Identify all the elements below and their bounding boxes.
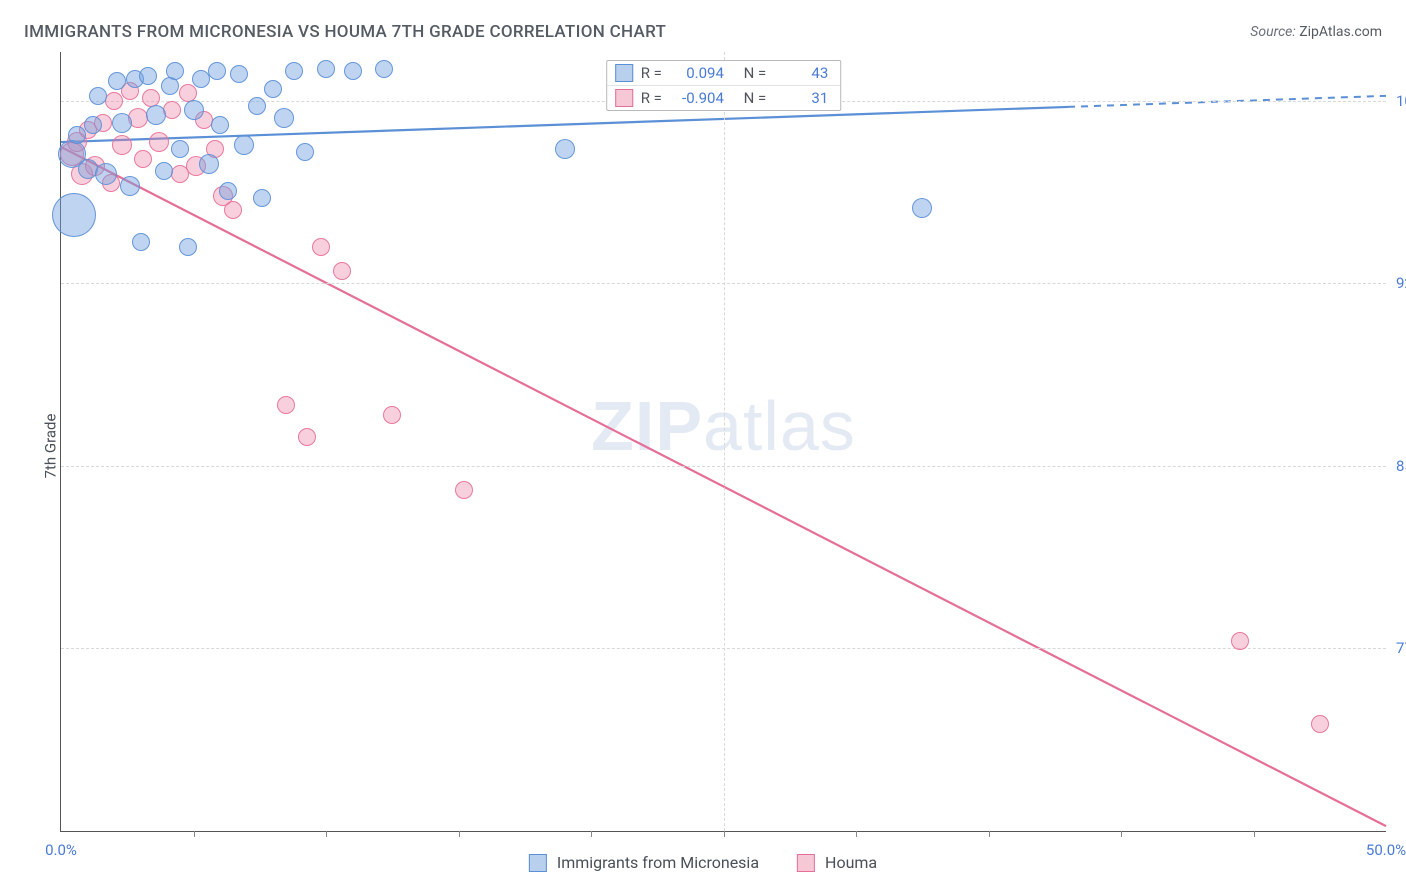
scatter-point bbox=[95, 163, 117, 185]
series2-n-value: 31 bbox=[774, 89, 828, 107]
scatter-point bbox=[285, 62, 303, 80]
y-axis-label: 7th Grade bbox=[41, 414, 59, 479]
legend-label-series1: Immigrants from Micronesia bbox=[557, 853, 759, 872]
scatter-point bbox=[184, 100, 204, 120]
n-label: N = bbox=[744, 64, 767, 82]
legend-row-series1: R = 0.094 N = 43 bbox=[607, 61, 841, 85]
x-tick bbox=[989, 831, 990, 837]
scatter-point bbox=[146, 105, 166, 125]
legend-item-series2: Houma bbox=[797, 853, 877, 872]
scatter-point bbox=[383, 406, 401, 424]
scatter-point bbox=[264, 80, 282, 98]
chart-header: IMMIGRANTS FROM MICRONESIA VS HOUMA 7TH … bbox=[24, 22, 1382, 42]
x-tick bbox=[326, 831, 327, 837]
scatter-point bbox=[199, 154, 219, 174]
source-label: Source: bbox=[1250, 24, 1295, 40]
series1-n-value: 43 bbox=[774, 64, 828, 82]
watermark-zip: ZIP bbox=[591, 387, 703, 465]
source-value: ZipAtlas.com bbox=[1299, 24, 1382, 40]
x-tick bbox=[1254, 831, 1255, 837]
x-tick bbox=[459, 831, 460, 837]
x-tick bbox=[1121, 831, 1122, 837]
x-tick-label: 0.0% bbox=[45, 841, 77, 859]
watermark-atlas: atlas bbox=[703, 387, 856, 465]
x-tick-label: 50.0% bbox=[1366, 841, 1406, 859]
legend-item-series1: Immigrants from Micronesia bbox=[529, 853, 759, 872]
y-tick-label: 100.0% bbox=[1396, 92, 1406, 110]
x-tick bbox=[724, 831, 725, 837]
scatter-point bbox=[234, 135, 254, 155]
scatter-point bbox=[1231, 632, 1249, 650]
scatter-point bbox=[155, 162, 173, 180]
swatch-pink-icon bbox=[797, 854, 815, 872]
swatch-blue-icon bbox=[529, 854, 547, 872]
scatter-point bbox=[317, 60, 335, 78]
scatter-point bbox=[455, 481, 473, 499]
scatter-point bbox=[112, 135, 132, 155]
series1-r-value: 0.094 bbox=[670, 64, 724, 82]
scatter-point bbox=[166, 62, 184, 80]
chart-plot-area: ZIPatlas R = 0.094 N = 43 R = -0.904 N =… bbox=[60, 52, 1386, 832]
scatter-point bbox=[375, 60, 393, 78]
scatter-point bbox=[171, 140, 189, 158]
scatter-point bbox=[68, 126, 86, 144]
scatter-point bbox=[298, 428, 316, 446]
scatter-point bbox=[274, 108, 294, 128]
swatch-pink-icon bbox=[615, 89, 633, 107]
correlation-legend: R = 0.094 N = 43 R = -0.904 N = 31 bbox=[606, 60, 842, 111]
scatter-point bbox=[555, 139, 575, 159]
r-label: R = bbox=[641, 64, 662, 82]
scatter-point bbox=[179, 238, 197, 256]
y-tick-label: 77.5% bbox=[1396, 639, 1406, 657]
scatter-point bbox=[132, 233, 150, 251]
x-tick bbox=[591, 831, 592, 837]
grid-line-v bbox=[724, 52, 725, 831]
scatter-point bbox=[139, 67, 157, 85]
chart-title: IMMIGRANTS FROM MICRONESIA VS HOUMA 7TH … bbox=[24, 22, 666, 42]
scatter-point bbox=[120, 176, 140, 196]
scatter-point bbox=[134, 150, 152, 168]
source-attribution: Source: ZipAtlas.com bbox=[1250, 24, 1382, 40]
scatter-point bbox=[296, 143, 314, 161]
scatter-point bbox=[277, 396, 295, 414]
y-tick-label: 85.0% bbox=[1396, 457, 1406, 475]
scatter-point bbox=[253, 189, 271, 207]
r-label: R = bbox=[641, 89, 662, 107]
scatter-point bbox=[211, 116, 229, 134]
swatch-blue-icon bbox=[615, 64, 633, 82]
scatter-point bbox=[149, 132, 169, 152]
scatter-point bbox=[52, 193, 96, 237]
scatter-point bbox=[219, 182, 237, 200]
scatter-point bbox=[105, 92, 123, 110]
y-tick-label: 92.5% bbox=[1396, 274, 1406, 292]
scatter-point bbox=[224, 201, 242, 219]
scatter-point bbox=[1311, 715, 1329, 733]
scatter-point bbox=[112, 113, 132, 133]
x-tick bbox=[194, 831, 195, 837]
scatter-point bbox=[344, 62, 362, 80]
scatter-point bbox=[248, 97, 266, 115]
scatter-point bbox=[230, 65, 248, 83]
scatter-point bbox=[312, 238, 330, 256]
scatter-point bbox=[912, 198, 932, 218]
legend-label-series2: Houma bbox=[825, 853, 877, 872]
series2-r-value: -0.904 bbox=[670, 89, 724, 107]
n-label: N = bbox=[744, 89, 767, 107]
series-legend: Immigrants from Micronesia Houma bbox=[529, 853, 877, 872]
scatter-point bbox=[333, 262, 351, 280]
scatter-point bbox=[108, 72, 126, 90]
scatter-point bbox=[208, 62, 226, 80]
legend-row-series2: R = -0.904 N = 31 bbox=[607, 85, 841, 110]
scatter-point bbox=[84, 116, 102, 134]
scatter-point bbox=[89, 87, 107, 105]
x-tick bbox=[856, 831, 857, 837]
